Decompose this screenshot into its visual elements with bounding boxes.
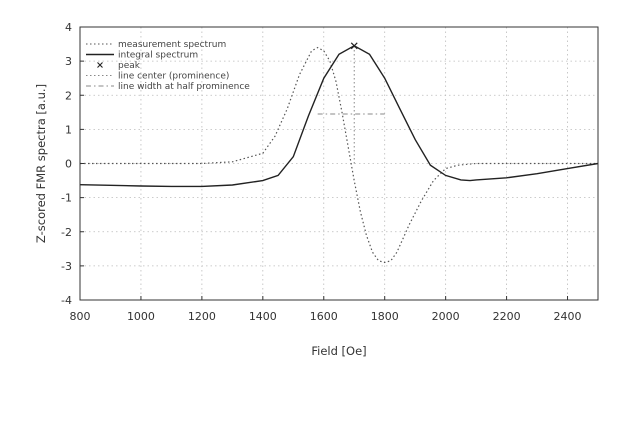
y-tick-label: 2 (65, 89, 72, 102)
x-axis-title: Field [Oe] (311, 344, 366, 358)
y-axis-title: Z-scored FMR spectra [a.u.] (34, 84, 48, 243)
legend-label: measurement spectrum (118, 40, 226, 50)
legend-label: line center (prominence) (118, 72, 229, 82)
series-line (80, 46, 598, 187)
legend-swatch (98, 63, 103, 68)
y-tick-label: -2 (61, 226, 72, 239)
y-tick-label: -4 (61, 294, 72, 307)
legend: measurement spectrumintegral spectrumpea… (86, 40, 250, 92)
x-tick-label: 1200 (188, 310, 216, 323)
y-tick-label: 1 (65, 123, 72, 136)
peak-marker (351, 43, 357, 49)
x-tick-label: 1600 (310, 310, 338, 323)
x-tick-label: 1000 (127, 310, 155, 323)
x-tick-label: 1800 (371, 310, 399, 323)
y-tick-label: 3 (65, 55, 72, 68)
legend-label: integral spectrum (118, 51, 198, 61)
x-tick-label: 2000 (432, 310, 460, 323)
legend-label: line width at half prominence (118, 82, 250, 92)
y-tick-label: 4 (65, 21, 72, 34)
grid (80, 27, 598, 300)
legend-label: peak (118, 61, 141, 71)
x-tick-label: 2400 (554, 310, 582, 323)
y-tick-label: 0 (65, 158, 72, 171)
y-tick-label: -1 (61, 192, 72, 205)
x-tick-label: 1400 (249, 310, 277, 323)
y-tick-label: -3 (61, 260, 72, 273)
x-tick-label: 800 (70, 310, 91, 323)
x-tick-label: 2200 (493, 310, 521, 323)
